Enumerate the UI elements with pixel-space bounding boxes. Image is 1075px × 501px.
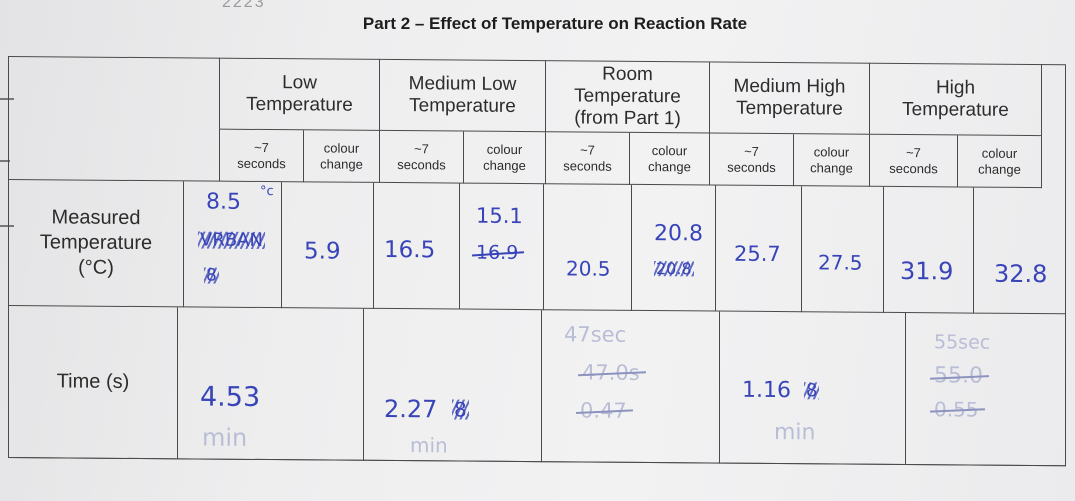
- crossed-out-value: 0.55: [934, 397, 979, 422]
- column-header-room: Room Temperature (from Part 1): [546, 60, 710, 134]
- scribbled-out-digit: 8: [454, 397, 467, 422]
- subheader-colour-change: colour change: [304, 130, 380, 183]
- handwritten-room-colour-temp: 20.8: [654, 221, 703, 247]
- handwritten-room-seconds-temp: 20.5: [566, 256, 611, 281]
- handwritten-low-colour-temp: 5.9: [304, 238, 341, 265]
- handwritten-time-medlow: 2.27: [384, 394, 438, 424]
- cell-high-seconds: [884, 186, 974, 314]
- crossed-out-value: 16.9: [476, 241, 519, 265]
- handwritten-time-unit: min: [202, 423, 248, 452]
- handwritten-medhigh-seconds-temp: 25.7: [734, 241, 781, 267]
- scribbled-out-value: VRBAN: [200, 229, 263, 252]
- column-header-medium-low: Medium Low Temperature: [380, 58, 546, 133]
- scribbled-out-value: 8: [206, 265, 217, 286]
- subheader-seconds: ~7 seconds: [546, 132, 630, 185]
- handwritten-time-unit: min: [410, 433, 448, 458]
- subheader-colour-change: colour change: [958, 135, 1042, 189]
- crossed-out-value: 0.47: [580, 398, 627, 423]
- top-cut-off-mark: 2223: [222, 0, 266, 11]
- handwritten-time-medhigh: 1.16: [742, 377, 791, 404]
- scribbled-out-digit: 8: [806, 380, 818, 402]
- column-header-medium-high: Medium High Temperature: [710, 61, 870, 135]
- margin-tick: [0, 225, 14, 227]
- cell-room-seconds: [544, 184, 632, 311]
- handwritten-high-seconds-temp: 31.9: [900, 257, 954, 286]
- cell-room-colour: [632, 184, 716, 312]
- column-header-high: High Temperature: [870, 62, 1042, 137]
- subheader-seconds: ~7 seconds: [380, 130, 464, 184]
- crossed-out-value: 55.0: [934, 363, 983, 389]
- handwritten-medlow-seconds-temp: 16.5: [384, 236, 436, 264]
- handwritten-time-low: 4.53: [200, 381, 261, 413]
- subheader-colour-change: colour change: [794, 134, 870, 187]
- margin-tick: [0, 160, 10, 162]
- handwritten-time-room-sec: 47sec: [564, 322, 627, 347]
- subheader-seconds: ~7 seconds: [710, 133, 794, 187]
- column-header-low: Low Temperature: [220, 57, 380, 131]
- subheader-seconds: ~7 seconds: [220, 129, 304, 183]
- cell-time-medlow: [364, 308, 542, 463]
- handwritten-low-seconds-temp: 8.5: [206, 189, 241, 215]
- row-label-time: Time (s): [8, 306, 178, 460]
- subheader-colour-change: colour change: [630, 132, 710, 186]
- row-label-measured-temperature: Measured Temperature (°C): [8, 180, 184, 308]
- cell-high-colour: [974, 187, 1066, 315]
- cell-medhigh-colour: [802, 186, 884, 313]
- crossed-out-value: 47.0s: [582, 360, 640, 385]
- subheader-seconds: ~7 seconds: [870, 134, 958, 188]
- handwritten-time-unit: min: [774, 420, 816, 446]
- subheader-colour-change: colour change: [464, 131, 546, 185]
- page-title: Part 2 – Effect of Temperature on Reacti…: [362, 14, 748, 33]
- reaction-rate-table: Low Temperature Medium Low Temperature Roo…: [8, 56, 1066, 467]
- corner-cell: [8, 56, 220, 182]
- scribbled-out-value: 20.8: [656, 259, 692, 279]
- handwritten-medhigh-colour-temp: 27.5: [818, 250, 863, 275]
- handwritten-medlow-colour-temp: 15.1: [476, 203, 523, 229]
- handwritten-degree-unit: °c: [260, 183, 274, 200]
- margin-tick: [0, 98, 14, 100]
- handwritten-high-colour-temp: 32.8: [994, 259, 1048, 289]
- handwritten-time-high-sec: 55sec: [934, 331, 991, 354]
